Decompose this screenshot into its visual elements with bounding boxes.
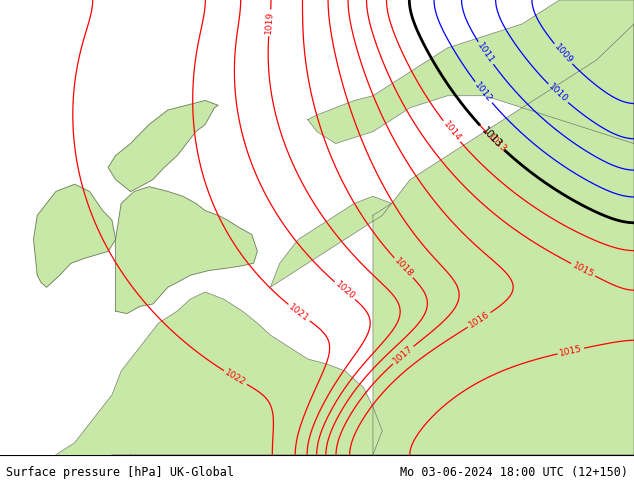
Text: 1018: 1018 <box>392 256 415 279</box>
Text: 1022: 1022 <box>223 368 247 387</box>
Text: 1014: 1014 <box>441 120 462 143</box>
Polygon shape <box>108 100 218 192</box>
Polygon shape <box>270 196 392 287</box>
Polygon shape <box>307 0 634 144</box>
Text: 1015: 1015 <box>571 261 595 279</box>
Text: 1020: 1020 <box>333 280 356 301</box>
Text: 1011: 1011 <box>476 41 496 65</box>
Text: 1017: 1017 <box>391 344 415 366</box>
Text: 1021: 1021 <box>287 302 311 323</box>
Text: 1009: 1009 <box>552 43 574 66</box>
Polygon shape <box>115 187 257 314</box>
Text: 1013: 1013 <box>480 126 504 150</box>
Text: 1019: 1019 <box>264 11 275 35</box>
Text: 1012: 1012 <box>473 81 494 104</box>
Polygon shape <box>34 184 115 287</box>
Text: 1010: 1010 <box>547 82 569 104</box>
Text: 1015: 1015 <box>559 344 583 358</box>
Text: 1013: 1013 <box>486 132 508 154</box>
Polygon shape <box>373 24 634 455</box>
Polygon shape <box>47 292 382 479</box>
Text: Mo 03-06-2024 18:00 UTC (12+150): Mo 03-06-2024 18:00 UTC (12+150) <box>399 466 628 479</box>
Text: Surface pressure [hPa] UK-Global: Surface pressure [hPa] UK-Global <box>6 466 235 479</box>
Text: 1016: 1016 <box>467 310 491 330</box>
